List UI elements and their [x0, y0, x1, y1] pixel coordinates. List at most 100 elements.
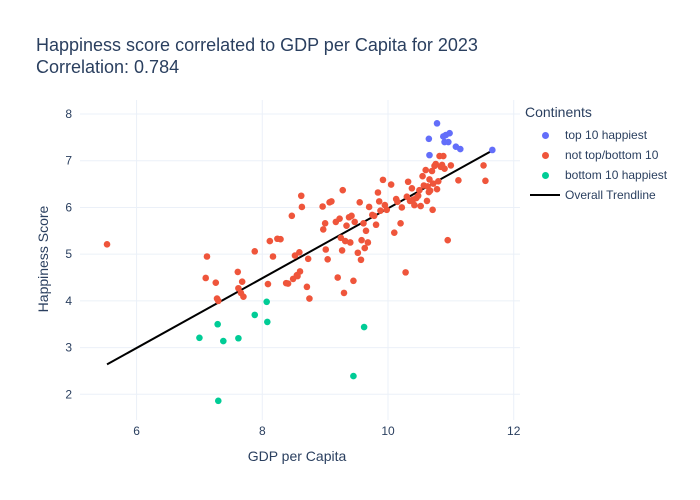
data-point[interactable]	[354, 249, 362, 257]
data-point[interactable]	[482, 177, 489, 185]
data-point[interactable]	[387, 181, 395, 188]
data-point[interactable]	[489, 146, 496, 154]
data-point[interactable]	[351, 218, 358, 226]
data-point[interactable]	[397, 220, 404, 227]
data-point[interactable]	[447, 162, 455, 169]
data-point[interactable]	[203, 253, 211, 260]
data-point[interactable]	[350, 372, 357, 380]
data-point[interactable]	[339, 186, 347, 194]
data-point[interactable]	[426, 176, 433, 183]
data-point[interactable]	[432, 160, 440, 168]
data-point[interactable]	[383, 206, 391, 214]
legend-item-trendline[interactable]: Overall Trendline	[525, 185, 667, 205]
data-point[interactable]	[296, 248, 303, 256]
data-point[interactable]	[264, 280, 272, 288]
data-point[interactable]	[284, 280, 292, 287]
data-point[interactable]	[394, 198, 401, 206]
data-point[interactable]	[234, 268, 242, 276]
data-point[interactable]	[328, 198, 335, 205]
data-point[interactable]	[346, 239, 354, 246]
data-point[interactable]	[266, 237, 274, 245]
data-point[interactable]	[370, 212, 378, 220]
data-point[interactable]	[269, 253, 277, 260]
data-point[interactable]	[423, 197, 431, 205]
data-point[interactable]	[417, 202, 424, 210]
data-point[interactable]	[263, 298, 270, 306]
data-point[interactable]	[103, 241, 111, 248]
data-point[interactable]	[416, 186, 423, 194]
data-point[interactable]	[456, 145, 464, 153]
data-point[interactable]	[214, 320, 221, 328]
data-point[interactable]	[377, 207, 384, 215]
data-point[interactable]	[411, 201, 418, 209]
data-point[interactable]	[212, 279, 220, 286]
data-point[interactable]	[338, 247, 346, 254]
data-point[interactable]	[434, 177, 442, 185]
data-point[interactable]	[303, 283, 311, 291]
data-point[interactable]	[440, 133, 447, 140]
data-point[interactable]	[336, 215, 343, 222]
data-point[interactable]	[414, 192, 422, 200]
data-point[interactable]	[433, 120, 441, 127]
data-point[interactable]	[350, 277, 357, 285]
legend-item-bottom10[interactable]: bottom 10 happiest	[525, 165, 667, 185]
data-point[interactable]	[319, 226, 327, 233]
data-point[interactable]	[426, 187, 434, 194]
legend-item-middle[interactable]: not top/bottom 10	[525, 145, 667, 165]
data-point[interactable]	[264, 318, 271, 326]
data-point[interactable]	[251, 311, 259, 319]
data-point[interactable]	[296, 268, 304, 275]
data-point[interactable]	[240, 293, 247, 300]
data-point[interactable]	[360, 220, 367, 227]
data-point[interactable]	[419, 172, 426, 180]
data-point[interactable]	[319, 203, 326, 210]
data-point[interactable]	[334, 274, 342, 281]
data-point[interactable]	[365, 203, 373, 211]
data-point[interactable]	[356, 199, 364, 206]
data-point[interactable]	[433, 185, 441, 193]
data-point[interactable]	[298, 203, 306, 211]
data-point[interactable]	[251, 248, 259, 255]
data-point[interactable]	[304, 255, 312, 263]
data-point[interactable]	[372, 221, 380, 229]
data-point[interactable]	[379, 176, 387, 184]
data-point[interactable]	[398, 204, 406, 211]
data-point[interactable]	[480, 162, 487, 169]
data-point[interactable]	[455, 177, 462, 184]
data-point[interactable]	[297, 192, 305, 200]
data-point[interactable]	[343, 222, 350, 229]
data-point[interactable]	[362, 227, 370, 235]
data-point[interactable]	[306, 295, 313, 302]
data-point[interactable]	[429, 206, 436, 214]
data-point[interactable]	[426, 151, 433, 159]
data-point[interactable]	[220, 337, 227, 345]
data-point[interactable]	[408, 184, 416, 192]
data-point[interactable]	[196, 334, 203, 342]
data-point[interactable]	[214, 297, 222, 305]
data-point[interactable]	[348, 212, 355, 220]
data-point[interactable]	[357, 256, 365, 264]
data-point[interactable]	[446, 129, 453, 137]
data-point[interactable]	[441, 165, 448, 172]
data-point[interactable]	[288, 212, 296, 220]
data-point[interactable]	[402, 269, 409, 276]
data-point[interactable]	[322, 246, 330, 253]
data-point[interactable]	[358, 236, 365, 244]
legend-item-top10[interactable]: top 10 happiest	[525, 125, 667, 145]
data-point[interactable]	[324, 255, 331, 263]
data-point[interactable]	[374, 189, 382, 196]
data-point[interactable]	[364, 239, 372, 246]
data-point[interactable]	[341, 237, 349, 245]
data-point[interactable]	[238, 278, 246, 286]
data-point[interactable]	[202, 274, 210, 282]
data-point[interactable]	[214, 397, 222, 405]
data-point[interactable]	[235, 334, 242, 342]
data-point[interactable]	[360, 323, 368, 331]
data-point[interactable]	[390, 229, 398, 236]
data-point[interactable]	[425, 135, 433, 143]
data-point[interactable]	[277, 235, 284, 243]
data-point[interactable]	[375, 198, 383, 205]
data-point[interactable]	[428, 167, 436, 175]
data-point[interactable]	[445, 138, 452, 146]
